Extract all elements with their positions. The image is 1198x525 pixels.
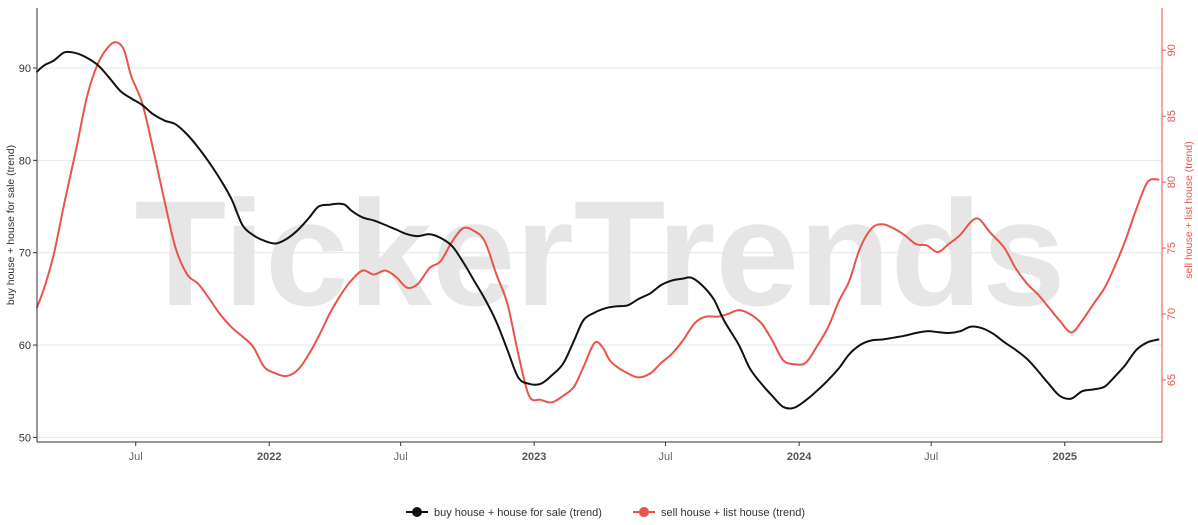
gridlines [37,67,1162,438]
axes [36,8,1163,443]
x-tick-label-4: Jul [659,451,673,463]
right-tick-label-3: 80 [1166,176,1178,188]
right-tick-label-2: 75 [1166,242,1178,254]
right-axis-title: sell house + list house (trend) [1183,141,1195,278]
legend-marker-sell [639,507,649,517]
x-axis-ticks: Jul 2022 Jul 2023 Jul 2024 Jul 2025 [129,442,1077,463]
legend-marker-buy [412,507,422,517]
left-tick-label-3: 80 [19,155,31,167]
x-tick-label-2: Jul [394,451,408,463]
series-line-buy [36,50,1160,410]
legend-label-buy: buy house + house for sale (trend) [434,507,602,519]
left-axis-title: buy house + house for sale (trend) [5,145,17,305]
legend-item-buy[interactable]: buy house + house for sale (trend) [406,507,602,519]
x-tick-label-0: Jul [129,451,143,463]
x-tick-label-1: 2022 [257,451,281,463]
left-tick-label-0: 50 [19,432,31,444]
right-axis-ticks: 65 70 75 80 85 90 [1162,44,1178,386]
legend-label-sell: sell house + list house (trend) [661,507,805,519]
watermark: TickerTrends [134,169,1065,337]
right-tick-label-4: 85 [1166,110,1178,122]
left-tick-label-4: 90 [19,63,31,75]
x-tick-label-7: 2025 [1052,451,1076,463]
left-tick-label-1: 60 [19,340,31,352]
right-tick-label-1: 70 [1166,308,1178,320]
x-tick-label-3: 2023 [522,451,546,463]
legend: buy house + house for sale (trend) sell … [406,507,805,519]
x-tick-label-5: 2024 [787,451,812,463]
x-tick-label-6: Jul [924,451,938,463]
left-tick-label-2: 70 [19,248,31,260]
series-layer [36,41,1160,410]
left-axis-ticks: 50 60 70 80 90 [19,63,37,444]
legend-item-sell[interactable]: sell house + list house (trend) [633,507,805,519]
series-line-sell [36,41,1160,404]
right-tick-label-0: 65 [1166,374,1178,386]
right-tick-label-5: 90 [1166,44,1178,56]
